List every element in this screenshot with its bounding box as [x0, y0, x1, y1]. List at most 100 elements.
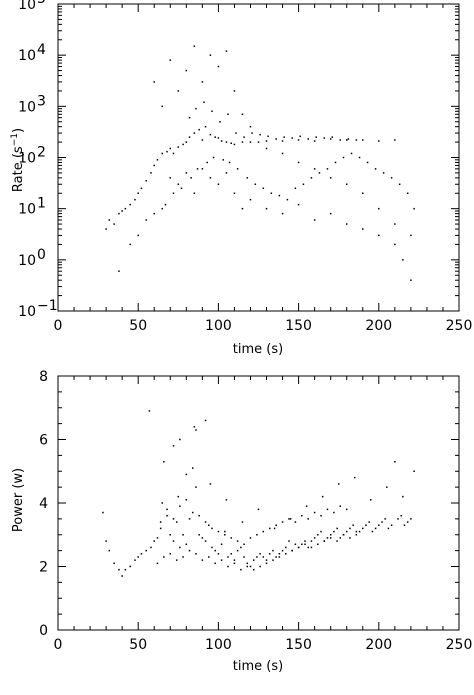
rate-y-tick-exponent: 3 [37, 93, 46, 109]
power-point [256, 556, 258, 558]
power-point [317, 534, 319, 536]
power-x-tick-label: 100 [205, 637, 232, 653]
rate-y-tick-label: 10 [18, 0, 36, 13]
rate-point [339, 139, 342, 141]
power-point [323, 540, 326, 542]
rate-point [378, 234, 380, 237]
rate-point [345, 139, 348, 141]
power-point [172, 518, 175, 520]
rate-point [342, 156, 345, 159]
power-point [400, 514, 403, 517]
rate-point [225, 50, 228, 52]
rate-point [145, 219, 147, 221]
power-point [394, 460, 396, 463]
power-point [169, 534, 172, 536]
power-point [134, 559, 136, 561]
power-point [246, 565, 249, 568]
power-point [370, 499, 372, 501]
rate-point [195, 107, 197, 110]
power-point [240, 546, 242, 549]
rate-point [169, 147, 172, 150]
rate-x-ticks: 0 50 100 150 200 250 [54, 4, 472, 334]
rate-point [166, 150, 168, 153]
rate-point [118, 212, 120, 215]
rate-point [241, 113, 244, 116]
rate-point [105, 228, 107, 230]
rate-point [203, 101, 205, 104]
rate-y-tick-label: 10 [18, 151, 36, 167]
power-point [208, 556, 210, 558]
rate-point [246, 177, 249, 179]
power-point [185, 473, 188, 476]
power-point [386, 486, 388, 488]
rate-point [378, 140, 380, 142]
rate-point [326, 168, 329, 170]
rate-y-axis-label: Rate (s−1) [10, 128, 26, 192]
power-point [297, 546, 300, 549]
power-x-ticks: 0 50 100 150 200 250 [54, 376, 472, 653]
power-y-tick-label: 8 [39, 369, 48, 385]
rate-point [214, 136, 216, 138]
power-point [243, 556, 245, 558]
rate-point [225, 141, 228, 143]
rate-point [198, 128, 200, 131]
power-point [169, 553, 172, 555]
rate-point [124, 207, 127, 210]
rate-point [169, 59, 172, 61]
power-point [182, 534, 184, 536]
power-point [362, 527, 364, 530]
rate-point [374, 168, 377, 170]
rate-y-tick-label: 10 [18, 48, 36, 64]
power-point [230, 553, 232, 555]
rate-point [233, 192, 236, 195]
rate-point [286, 198, 289, 201]
rate-point [217, 137, 220, 139]
rate-point [137, 192, 139, 195]
power-point [201, 537, 204, 539]
power-point [289, 518, 292, 520]
rate-point [230, 142, 232, 144]
rate-point [294, 187, 297, 190]
power-point [214, 562, 216, 565]
power-point [345, 508, 348, 511]
power-x-tick-label: 200 [365, 637, 392, 653]
power-point [241, 521, 244, 523]
power-point [185, 543, 188, 546]
power-point [204, 540, 207, 542]
power-point [262, 530, 265, 533]
power-point [209, 483, 212, 485]
power-point [365, 524, 367, 526]
power-point [236, 549, 239, 552]
rate-point [153, 212, 155, 215]
power-point [336, 527, 338, 530]
power-point [268, 527, 271, 530]
rate-point [185, 69, 188, 72]
rate-point [249, 141, 252, 143]
power-point [349, 537, 351, 539]
power-point [272, 559, 274, 561]
rate-point [140, 187, 143, 190]
power-point [156, 537, 159, 539]
power-point [257, 508, 260, 511]
rate-point [318, 172, 321, 174]
power-point [275, 556, 277, 558]
power-point [301, 543, 303, 546]
power-point [129, 565, 131, 568]
power-point [227, 565, 229, 568]
rate-point [283, 136, 285, 138]
rate-point [129, 243, 131, 246]
rate-point [265, 147, 268, 150]
rate-point [331, 136, 334, 138]
rate-x-tick-label: 200 [365, 318, 392, 334]
power-point [313, 511, 316, 514]
power-point [191, 511, 194, 514]
rate-point [209, 133, 212, 136]
power-point [317, 543, 319, 546]
power-point [195, 429, 197, 431]
power-point [402, 495, 404, 498]
rate-point [281, 212, 284, 215]
power-point [185, 499, 188, 501]
rate-point [259, 133, 261, 136]
rate-point [329, 212, 332, 215]
